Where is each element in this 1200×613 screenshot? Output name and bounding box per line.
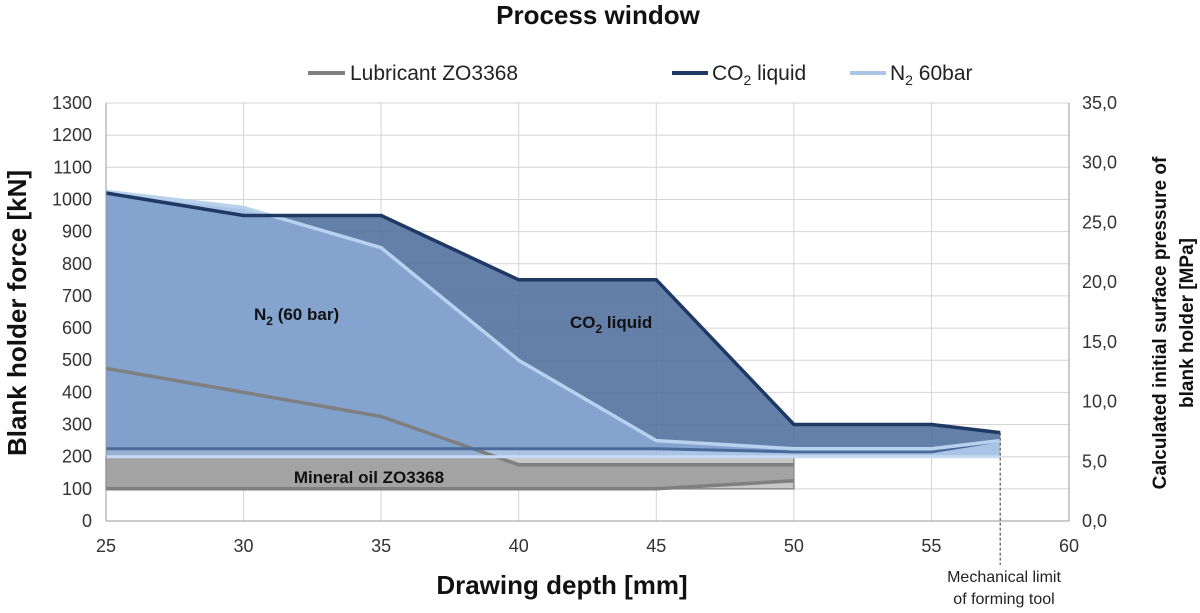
axes: 25 30 35 40 45 50 55 60010020030040050060070080…: [52, 93, 1117, 556]
y2-tick-label-25,0: 25,0: [1082, 212, 1117, 232]
y-tick-label-700: 700: [62, 286, 92, 306]
y-tick-label-1000: 1000: [52, 189, 92, 209]
x-tick-label-45: 45: [646, 536, 666, 556]
y2-tick-label-5,0: 5,0: [1082, 451, 1107, 471]
legend-label-n2: N2 60bar: [890, 62, 973, 88]
legend: Lubricant ZO3368 CO2 liquid N2 60bar: [308, 62, 973, 88]
y-tick-label-600: 600: [62, 318, 92, 338]
y2-axis-title-line1: Calculated initial surface pressure of: [1150, 156, 1171, 489]
x-axis-title: Drawing depth [mm]: [436, 570, 687, 600]
area-n2-60bar: [106, 191, 1001, 457]
x-tick-label-60: 60: [1059, 536, 1079, 556]
y-tick-label-0: 0: [82, 511, 92, 531]
y-tick-label-100: 100: [62, 479, 92, 499]
x-tick-label-25: 25: [96, 536, 116, 556]
y-tick-label-800: 800: [62, 254, 92, 274]
region-label-n2: N2 (60 bar): [254, 305, 339, 328]
y2-tick-label-30,0: 30,0: [1082, 153, 1117, 173]
region-label-mineral-oil: Mineral oil ZO3368: [294, 468, 444, 487]
y-tick-label-1200: 1200: [52, 125, 92, 145]
y2-tick-label-0,0: 0,0: [1082, 511, 1107, 531]
x-tick-label-55: 55: [921, 536, 941, 556]
legend-label-lubricant: Lubricant ZO3368: [350, 62, 518, 85]
mechanical-limit-label-line1: Mechanical limit: [947, 569, 1061, 586]
y-tick-label-200: 200: [62, 447, 92, 467]
line-co2-upper: [105, 191, 1001, 435]
y-tick-label-400: 400: [62, 382, 92, 402]
y2-tick-label-35,0: 35,0: [1082, 93, 1117, 113]
chart-title: Process window: [496, 0, 700, 30]
x-tick-label-30: 30: [234, 536, 254, 556]
x-tick-label-35: 35: [371, 536, 391, 556]
x-tick-label-50: 50: [784, 536, 804, 556]
line-lubricant-upper: [105, 366, 794, 467]
y-axis-title: Blank holder force [kN]: [2, 170, 32, 456]
y2-axis-title-line2: blank holder [MPa]: [1177, 238, 1198, 408]
legend-label-co2: CO2 liquid: [712, 62, 806, 88]
y-tick-label-300: 300: [62, 415, 92, 435]
line-lubricant-lower: [106, 479, 795, 491]
y-tick-label-1300: 1300: [52, 93, 92, 113]
y-tick-label-1100: 1100: [53, 157, 92, 177]
area-lubricant: [106, 368, 794, 489]
y2-tick-label-15,0: 15,0: [1082, 332, 1117, 352]
plot-area: [105, 189, 1001, 565]
x-tick-label-40: 40: [509, 536, 529, 556]
y-tick-label-900: 900: [62, 222, 92, 242]
mechanical-limit-label-line2: of forming tool: [953, 591, 1054, 608]
y2-tick-label-20,0: 20,0: [1082, 272, 1117, 292]
y2-tick-label-10,0: 10,0: [1082, 392, 1117, 412]
line-co2-lower: [106, 439, 1001, 454]
y-tick-label-500: 500: [62, 350, 92, 370]
region-label-co2: CO2 liquid: [570, 313, 652, 336]
